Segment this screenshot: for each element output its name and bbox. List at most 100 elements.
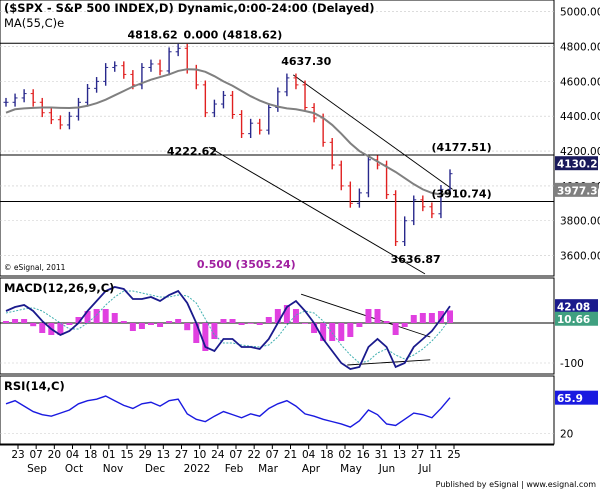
x-month-label: Mar xyxy=(258,463,278,475)
macd-histogram-bar xyxy=(102,309,109,323)
x-day-label: 04 xyxy=(302,449,316,461)
macd-histogram-bar xyxy=(283,305,290,323)
macd-histogram-bar xyxy=(84,311,91,323)
macd-histogram-bar xyxy=(338,323,345,341)
x-month-label: Apr xyxy=(302,463,321,475)
macd-histogram-bar xyxy=(21,319,28,323)
price-bars xyxy=(3,43,453,246)
x-day-label: 24 xyxy=(211,449,225,461)
x-day-label: 27 xyxy=(411,449,424,461)
x-day-label: 15 xyxy=(120,449,133,461)
rsi-value-tag: 65.9 xyxy=(557,393,583,405)
macd-histogram-bar xyxy=(202,323,209,351)
x-day-label: 31 xyxy=(375,449,388,461)
macd-title: MACD(12,26,9,C) xyxy=(4,281,114,295)
ma-value-tag-bg xyxy=(555,182,598,197)
x-day-label: 11 xyxy=(429,449,442,461)
macd-histogram-bar xyxy=(220,319,227,323)
macd-histogram-bar xyxy=(157,323,164,327)
macd-histogram-bar xyxy=(238,323,245,325)
price-annotation: 3636.87 xyxy=(391,253,441,266)
indicator-lines xyxy=(5,68,451,428)
macd-histogram-bar xyxy=(374,309,381,323)
price-tick-label: 4800.00 xyxy=(560,42,600,54)
price-annotation: 4637.30 xyxy=(281,55,331,68)
macd-histogram-bar xyxy=(147,323,154,325)
ma-value-tag: 3977.38 xyxy=(557,185,600,197)
macd-histogram-bar xyxy=(274,309,281,323)
rsi-panel[interactable] xyxy=(0,375,555,445)
macd-histogram-bar xyxy=(75,317,82,323)
macd-histogram-bar xyxy=(12,319,19,323)
macd-histogram-bar xyxy=(447,310,453,323)
macd-histogram-bar xyxy=(356,323,363,327)
macd-histogram-bar xyxy=(392,323,399,335)
macd-histogram-bar xyxy=(211,323,218,339)
macd-histogram-bar xyxy=(437,311,444,323)
macd-histogram-bar xyxy=(229,319,236,323)
signal-value-tag-bg xyxy=(555,311,598,326)
macd-histogram-bar xyxy=(184,323,191,331)
macd-histogram-bar xyxy=(419,313,426,323)
x-month-label: Feb xyxy=(225,463,244,475)
x-day-label: 21 xyxy=(284,449,297,461)
chart-labels: 3600.003800.004000.004200.004400.004600.… xyxy=(11,7,600,475)
rsi-line xyxy=(5,395,451,428)
macd-histogram-bar xyxy=(175,319,182,323)
rsi-value-tag-bg xyxy=(555,390,598,405)
macd-value-tag: 42.08 xyxy=(557,302,590,314)
macd-histogram-bar xyxy=(347,323,354,337)
x-month-label: Jul xyxy=(418,463,432,475)
price-annotation: 0.000 (4818.62) xyxy=(184,28,283,41)
publisher-text: Published by eSignal | www.esignal.com xyxy=(436,480,597,489)
macd-histogram-bar xyxy=(111,313,118,323)
macd-histogram-bar xyxy=(129,323,136,331)
macd-histogram-bar xyxy=(292,309,299,323)
macd-histogram-bar xyxy=(3,321,9,323)
x-month-label: Jun xyxy=(378,463,395,475)
macd-histogram-bar xyxy=(39,323,46,333)
price-panel[interactable] xyxy=(0,0,555,277)
signal-value-tag: 10.66 xyxy=(557,314,590,326)
macd-histogram-bar xyxy=(193,323,200,343)
price-tick-label: 4600.00 xyxy=(560,76,600,88)
macd-histogram-bar xyxy=(57,323,64,335)
macd-histogram-bar xyxy=(30,323,37,327)
macd-histogram-bar xyxy=(365,309,372,323)
macd-histogram-bar xyxy=(138,323,145,329)
x-day-label: 01 xyxy=(102,449,115,461)
x-month-label: May xyxy=(340,463,362,475)
x-day-label: 27 xyxy=(175,449,188,461)
macd-histogram-bar xyxy=(166,321,173,323)
price-annotation: (4177.51) xyxy=(431,141,491,154)
macd-value-tag-bg xyxy=(555,299,598,314)
macd-histogram-bar xyxy=(410,315,417,323)
rsi-tick-label: 20 xyxy=(560,428,573,440)
rsi-title: RSI(14,C) xyxy=(4,379,65,393)
x-day-label: 18 xyxy=(320,449,333,461)
macd-histogram-bar xyxy=(120,321,127,323)
price-trendline xyxy=(292,74,453,190)
chart-title: ($SPX - S&P 500 INDEX,D) Dynamic,0:00-24… xyxy=(4,1,375,15)
x-day-label: 10 xyxy=(193,449,206,461)
x-day-label: 29 xyxy=(138,449,151,461)
macd-histogram-bar xyxy=(311,323,318,333)
macd-histogram-bar xyxy=(383,321,390,323)
price-annotation: 0.500 (3505.24) xyxy=(197,258,296,271)
x-day-label: 02 xyxy=(338,449,351,461)
macd-histogram-bar xyxy=(93,309,100,323)
x-day-label: 13 xyxy=(393,449,406,461)
x-day-label: 07 xyxy=(266,449,279,461)
x-day-label: 07 xyxy=(29,449,42,461)
x-day-label: 22 xyxy=(247,449,260,461)
macd-histogram-bar xyxy=(256,323,263,325)
x-month-label: 2022 xyxy=(184,463,211,475)
macd-signal-line xyxy=(5,290,451,364)
macd-histogram-bar xyxy=(329,323,336,341)
x-day-label: 18 xyxy=(84,449,97,461)
price-tick-label: 3600.00 xyxy=(560,251,600,263)
macd-histogram-bar xyxy=(247,323,254,324)
price-tick-label: 3800.00 xyxy=(560,216,600,228)
x-day-label: 20 xyxy=(48,449,61,461)
